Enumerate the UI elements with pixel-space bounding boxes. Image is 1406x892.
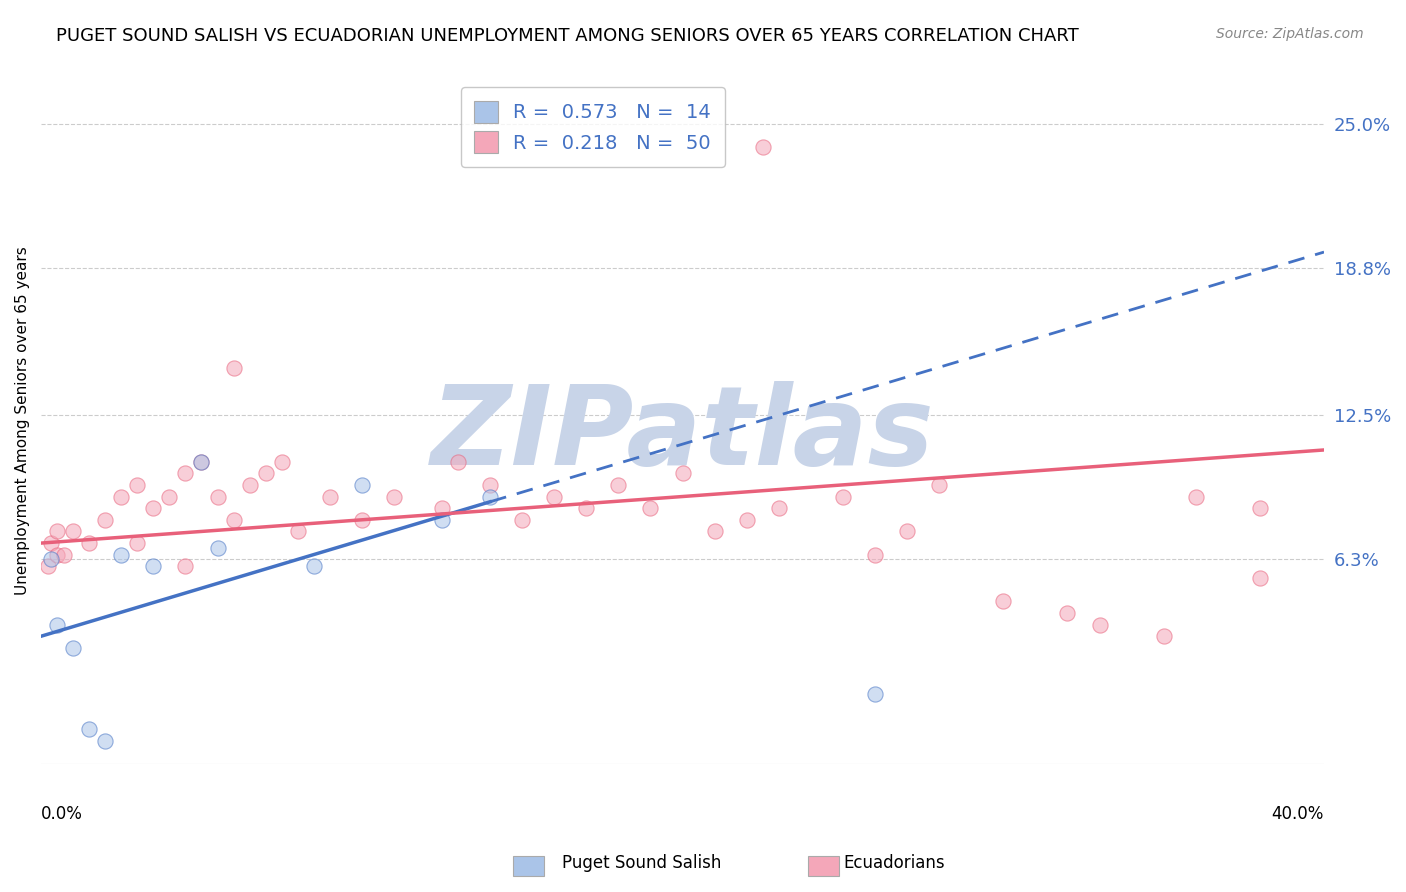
Point [190,454,212,468]
Point [190,454,212,468]
Point [174,559,197,574]
Point [77,723,100,737]
Point [94,734,117,748]
Point [430,513,453,527]
Point [751,140,773,154]
Point [1184,490,1206,504]
Point [543,490,565,504]
Point [1088,617,1111,632]
Point [142,559,165,574]
Point [863,548,886,562]
Point [671,467,693,481]
Point [174,467,197,481]
Point [607,478,630,492]
Point [127,536,149,550]
Point [46,548,69,562]
Point [110,490,132,504]
Point [575,501,598,516]
Point [1249,571,1271,585]
Point [222,361,245,376]
Point [863,688,886,702]
Point [479,478,502,492]
Point [222,513,245,527]
Point [735,513,758,527]
Point [39,536,62,550]
Point [52,548,75,562]
Point [510,513,533,527]
Point [142,501,165,516]
Point [350,513,373,527]
Point [319,490,342,504]
Point [94,513,117,527]
Point [993,594,1015,608]
Text: 40.0%: 40.0% [1271,805,1324,823]
Legend: R =  0.573   N =  14, R =  0.218   N =  50: R = 0.573 N = 14, R = 0.218 N = 50 [461,87,724,167]
Point [928,478,950,492]
Point [37,559,59,574]
Text: Ecuadorians: Ecuadorians [844,855,945,872]
Point [768,501,790,516]
Point [127,478,149,492]
Text: PUGET SOUND SALISH VS ECUADORIAN UNEMPLOYMENT AMONG SENIORS OVER 65 YEARS CORREL: PUGET SOUND SALISH VS ECUADORIAN UNEMPLO… [56,27,1078,45]
Point [1153,629,1175,643]
Point [640,501,662,516]
Point [77,536,100,550]
Point [1249,501,1271,516]
Point [254,467,277,481]
Point [447,454,470,468]
Point [62,524,84,539]
Point [479,490,502,504]
Point [382,490,405,504]
Point [430,501,453,516]
Point [207,541,229,555]
Point [832,490,855,504]
Point [46,524,69,539]
Point [703,524,725,539]
Point [46,617,69,632]
Point [207,490,229,504]
Text: Source: ZipAtlas.com: Source: ZipAtlas.com [1216,27,1364,41]
Point [1056,606,1078,620]
Text: 0.0%: 0.0% [41,805,83,823]
Y-axis label: Unemployment Among Seniors over 65 years: Unemployment Among Seniors over 65 years [15,246,30,595]
Point [287,524,309,539]
Point [62,640,84,655]
Point [270,454,292,468]
Point [110,548,132,562]
Point [896,524,918,539]
Point [350,478,373,492]
Point [239,478,262,492]
Point [302,559,325,574]
Point [39,552,62,566]
Text: Puget Sound Salish: Puget Sound Salish [562,855,721,872]
Text: ZIPatlas: ZIPatlas [430,381,935,488]
Point [157,490,180,504]
